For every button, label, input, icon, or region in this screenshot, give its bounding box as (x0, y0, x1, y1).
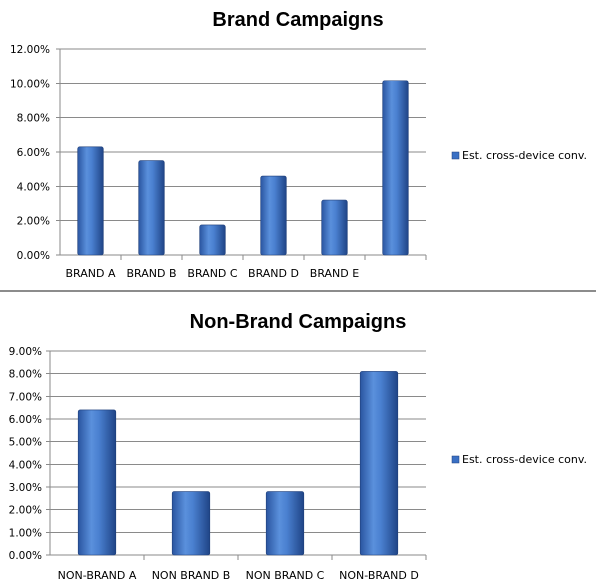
brand-campaigns-chart: Brand Campaigns 0.00% 2.00% 4.00% 6.00% 8.00%… (0, 0, 596, 288)
bar (321, 199, 348, 256)
legend-swatch (451, 151, 460, 160)
y-tick-label: 9.00% (9, 346, 42, 358)
legend-label: Est. cross-device conv. (462, 453, 587, 466)
y-tick-label: 10.00% (10, 78, 50, 90)
y-tick-label: 12.00% (10, 44, 50, 56)
y-tick-label: 4.00% (9, 459, 42, 471)
x-category-label: BRAND E (310, 267, 359, 280)
y-tick-label: 4.00% (17, 181, 50, 193)
y-tick-label: 2.00% (9, 505, 42, 517)
brand-campaigns-svg: Brand Campaigns 0.00% 2.00% 4.00% 6.00% 8.00%… (10, 9, 587, 280)
y-tick-label: 0.00% (17, 250, 50, 262)
non-brand-campaigns-svg: Non-Brand Campaigns 0.00% 1.00% 2.00% 3.00% 4… (9, 311, 587, 582)
x-category-label: NON-BRAND D (339, 569, 419, 582)
y-tick-label: 7.00% (9, 391, 42, 403)
x-category-label: BRAND B (126, 267, 176, 280)
x-category-label: NON-BRAND A (58, 569, 137, 582)
legend-swatch (451, 455, 460, 464)
x-category-label: NON BRAND B (152, 569, 231, 582)
bar (77, 146, 104, 256)
chart-divider (0, 290, 596, 292)
bar (77, 409, 117, 556)
y-tick-label: 2.00% (17, 216, 50, 228)
bar (199, 224, 226, 256)
x-category-label: BRAND D (248, 267, 299, 280)
bar (138, 160, 165, 256)
y-tick-label: 5.00% (9, 437, 42, 449)
bar (265, 491, 305, 556)
y-tick-label: 8.00% (17, 113, 50, 125)
y-tick-label: 3.00% (9, 482, 42, 494)
bar (382, 80, 409, 256)
x-category-label: NON BRAND C (246, 569, 325, 582)
y-tick-label: 0.00% (9, 550, 42, 562)
chart-title: Brand Campaigns (212, 9, 383, 31)
legend-label: Est. cross-device conv. (462, 149, 587, 162)
y-tick-label: 6.00% (17, 147, 50, 159)
y-tick-label: 6.00% (9, 414, 42, 426)
bar (260, 175, 287, 256)
y-tick-label: 8.00% (9, 369, 42, 381)
bar (359, 371, 399, 556)
bar (171, 491, 211, 556)
chart-title: Non-Brand Campaigns (190, 311, 407, 333)
x-category-label: BRAND A (66, 267, 116, 280)
non-brand-campaigns-chart: Non-Brand Campaigns 0.00% 1.00% 2.00% 3.00% 4… (0, 292, 596, 587)
x-category-label: BRAND C (187, 267, 237, 280)
y-tick-label: 1.00% (9, 527, 42, 539)
